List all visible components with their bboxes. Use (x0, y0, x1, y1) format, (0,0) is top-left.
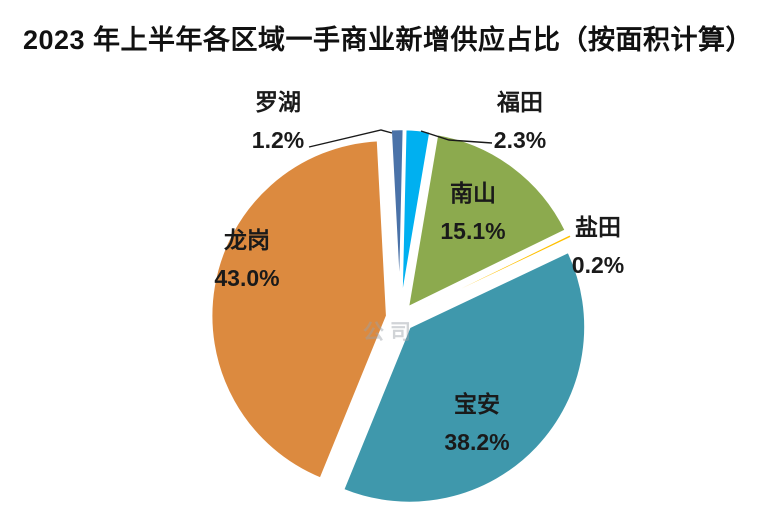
slice-pct: 38.2% (444, 429, 510, 455)
slice-label-yantian: 盐田 0.2% (572, 213, 624, 279)
pie-slice-longgang (209, 138, 389, 481)
pie-slice-baoan (341, 250, 587, 505)
slice-label-baoan: 宝安 38.2% (444, 390, 509, 456)
slice-label-futian: 福田 2.3% (494, 88, 546, 154)
leader-line-luohu (308, 129, 393, 148)
slice-label-luohu: 罗湖 1.2% (252, 88, 304, 154)
slice-name: 罗湖 (255, 89, 301, 115)
slice-name: 盐田 (575, 214, 621, 240)
pie-slice-futian (399, 127, 432, 307)
chart-title: 2023 年上半年各区域一手商业新增供应占比（按面积计算） (22, 25, 754, 55)
leader-line-futian (420, 130, 493, 144)
slice-pct: 2.3% (493, 127, 547, 153)
slice-label-longgang: 龙岗 43.0% (214, 226, 279, 292)
slice-name: 南山 (450, 180, 496, 206)
pie-slices (209, 127, 587, 505)
slice-pct: 43.0% (214, 265, 280, 291)
slice-name: 龙岗 (224, 227, 270, 253)
slice-name: 宝安 (454, 391, 500, 417)
slice-name: 福田 (497, 89, 543, 115)
slice-pct: 15.1% (440, 218, 506, 244)
slice-pct: 0.2% (571, 252, 625, 278)
pie-slice-luohu (389, 127, 406, 307)
slice-pct: 1.2% (251, 127, 305, 153)
pie-slice-yantian (411, 234, 572, 313)
pie-slice-nanshan (406, 132, 568, 309)
slice-label-nanshan: 南山 15.1% (440, 179, 505, 245)
